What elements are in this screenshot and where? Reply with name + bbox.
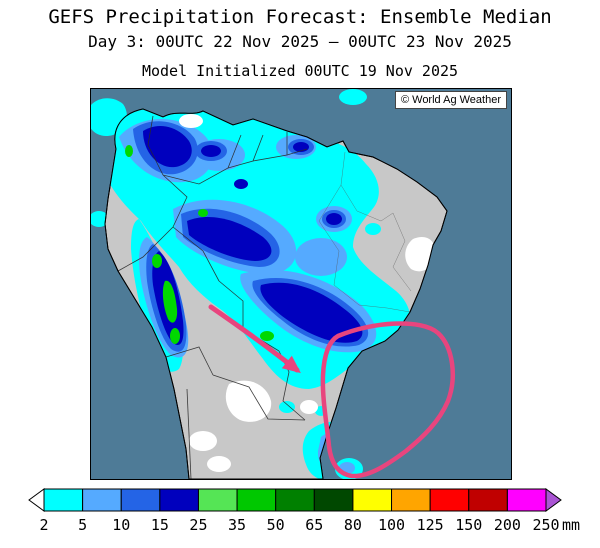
legend-tick-label: 35 — [228, 516, 246, 534]
legend-segment — [197, 488, 238, 512]
legend-tick-label: 10 — [112, 516, 130, 534]
legend-tick-label: 25 — [189, 516, 207, 534]
legend-tick-label: 100 — [378, 516, 405, 534]
precip-trace-layer — [179, 114, 436, 472]
legend-tick-label: 200 — [494, 516, 521, 534]
legend-tick-label: 150 — [455, 516, 482, 534]
legend-segment — [313, 488, 354, 512]
legend-tick-label: 5 — [78, 516, 87, 534]
legend-tick-label: 50 — [267, 516, 285, 534]
copyright-label: © World Ag Weather — [394, 91, 507, 109]
legend-tick-label: 80 — [344, 516, 362, 534]
legend-segment — [159, 488, 199, 512]
legend-tick-label: 2 — [39, 516, 48, 534]
country-borders — [117, 115, 308, 479]
legend-graphic: 2 5 10 15 25 35 50 65 80 100 125 150 200 250 mm — [28, 488, 580, 534]
legend-segment — [82, 488, 122, 512]
legend-segment — [352, 488, 393, 512]
highlight-annotation — [208, 304, 455, 479]
precip-green-layer — [125, 145, 274, 344]
legend-unit-label: mm — [562, 516, 580, 534]
map-graphic — [91, 89, 511, 479]
legend-segment — [275, 488, 315, 512]
coastline — [104, 108, 448, 479]
highlight-arrow — [208, 304, 301, 374]
legend-segment — [468, 488, 508, 512]
legend-segment — [43, 488, 84, 512]
legend-segment — [236, 488, 277, 512]
legend-tick-label: 15 — [151, 516, 169, 534]
legend-tick-label: 65 — [305, 516, 323, 534]
legend-segment — [391, 488, 431, 512]
legend-tick-label: 125 — [417, 516, 444, 534]
legend-segment — [120, 488, 161, 512]
legend-segment — [429, 488, 470, 512]
color-scale-legend: 2 5 10 15 25 35 50 65 80 100 125 150 200 250 mm — [0, 483, 600, 543]
map-title: GEFS Precipitation Forecast: Ensemble Me… — [48, 6, 552, 28]
legend-arrow-right — [545, 488, 562, 512]
state-borders — [318, 151, 412, 313]
legend-arrow-left — [28, 488, 45, 512]
highlight-outline — [320, 321, 455, 479]
map-subtitle-init-time: Model Initialized 00UTC 19 Nov 2025 — [141, 62, 459, 80]
map-subtitle-valid-period: Day 3: 00UTC 22 Nov 2025 – 00UTC 23 Nov … — [88, 32, 512, 51]
forecast-map: © World Ag Weather — [90, 88, 512, 480]
legend-segment — [506, 488, 547, 512]
legend-tick-label: 250 — [532, 516, 559, 534]
